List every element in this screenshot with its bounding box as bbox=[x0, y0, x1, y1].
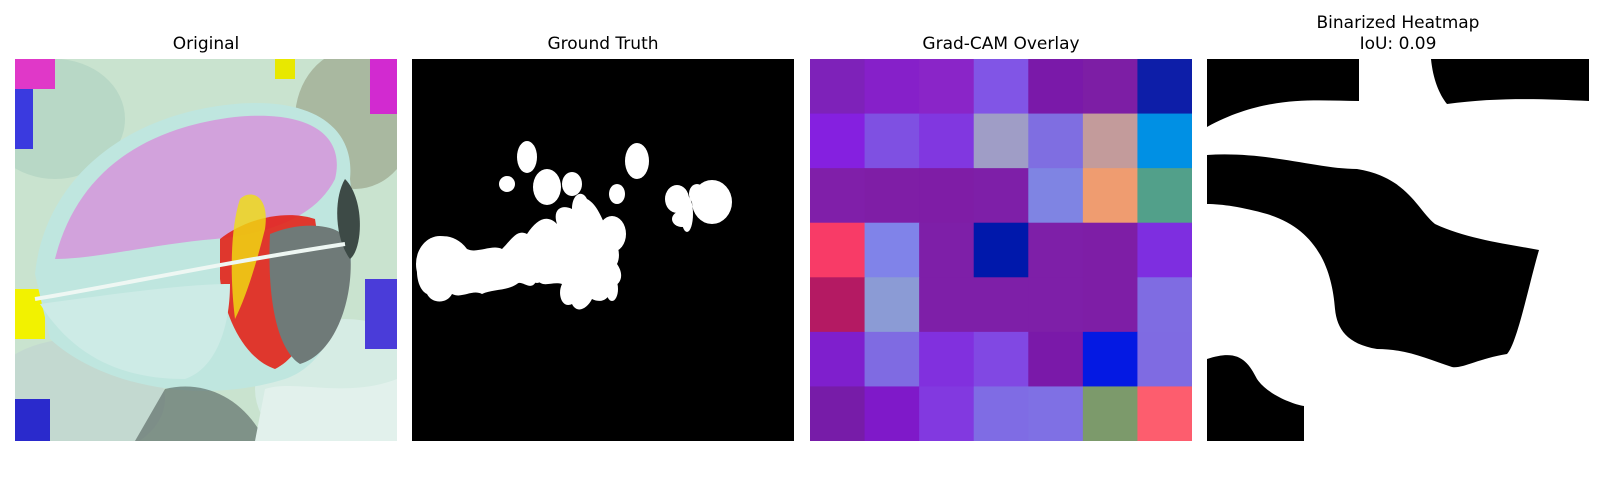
gradcam-cell bbox=[1137, 168, 1192, 224]
gradcam-cell bbox=[1137, 222, 1192, 278]
gradcam-cell bbox=[1082, 277, 1138, 333]
gradcam-cell bbox=[1082, 168, 1138, 224]
gradcam-cell bbox=[973, 386, 1029, 441]
original-image bbox=[15, 59, 397, 441]
gradcam-cell bbox=[1028, 113, 1084, 169]
ground-truth-svg bbox=[412, 59, 794, 441]
leaf-photo bbox=[15, 59, 397, 441]
gradcam-cell bbox=[919, 168, 975, 224]
binarized-heatmap-svg bbox=[1207, 59, 1589, 441]
gradcam-cell bbox=[919, 386, 975, 441]
gradcam-cell bbox=[1028, 386, 1084, 441]
gradcam-cell bbox=[1028, 59, 1084, 115]
iou-label: IoU: 0.09 bbox=[1359, 34, 1437, 54]
gradcam-cell bbox=[1137, 113, 1192, 169]
gradcam-cell bbox=[1082, 113, 1138, 169]
binarized-heatmap bbox=[1207, 59, 1589, 441]
gradcam-cell bbox=[864, 222, 920, 278]
gradcam-cell bbox=[973, 168, 1029, 224]
gradcam-cell bbox=[1082, 222, 1138, 278]
gradcam-cell bbox=[1137, 331, 1192, 387]
binarized-heatmap-title: Binarized Heatmap bbox=[1316, 13, 1480, 33]
gradcam-cell bbox=[919, 222, 975, 278]
gradcam-cell bbox=[973, 222, 1029, 278]
gradcam-cell bbox=[810, 277, 866, 333]
gradcam-overlay-title: Grad-CAM Overlay bbox=[922, 34, 1080, 54]
gradcam-cell bbox=[1028, 331, 1084, 387]
gradcam-cell bbox=[810, 168, 866, 224]
gradcam-cell bbox=[864, 168, 920, 224]
gradcam-cell bbox=[810, 386, 866, 441]
gradcam-cell bbox=[810, 331, 866, 387]
gradcam-cell bbox=[1028, 277, 1084, 333]
gradcam-cell bbox=[919, 331, 975, 387]
gradcam-cell bbox=[864, 331, 920, 387]
gradcam-cell bbox=[919, 113, 975, 169]
gradcam-grid bbox=[810, 59, 1192, 441]
gradcam-cell bbox=[1082, 386, 1138, 441]
gradcam-cell bbox=[810, 113, 866, 169]
original-title: Original bbox=[172, 34, 240, 54]
gradcam-cell bbox=[1028, 222, 1084, 278]
gradcam-cell bbox=[1082, 59, 1138, 115]
gradcam-cell bbox=[1028, 168, 1084, 224]
gradcam-cell bbox=[919, 59, 975, 115]
gradcam-cell bbox=[864, 59, 920, 115]
gradcam-cell bbox=[1082, 331, 1138, 387]
gradcam-cell bbox=[973, 59, 1029, 115]
gradcam-cell bbox=[810, 222, 866, 278]
gradcam-cell bbox=[864, 386, 920, 441]
gradcam-cell bbox=[1137, 277, 1192, 333]
gradcam-cell bbox=[1137, 386, 1192, 441]
ground-truth-title: Ground Truth bbox=[547, 34, 659, 54]
gradcam-cell bbox=[864, 113, 920, 169]
gradcam-overlay bbox=[810, 59, 1192, 441]
ground-truth-mask bbox=[412, 59, 794, 441]
gradcam-cell bbox=[973, 331, 1029, 387]
gradcam-cell bbox=[973, 277, 1029, 333]
gradcam-cell bbox=[973, 113, 1029, 169]
gradcam-cell bbox=[810, 59, 866, 115]
gradcam-cell bbox=[1137, 59, 1192, 115]
gradcam-cell bbox=[864, 277, 920, 333]
gradcam-cell bbox=[919, 277, 975, 333]
